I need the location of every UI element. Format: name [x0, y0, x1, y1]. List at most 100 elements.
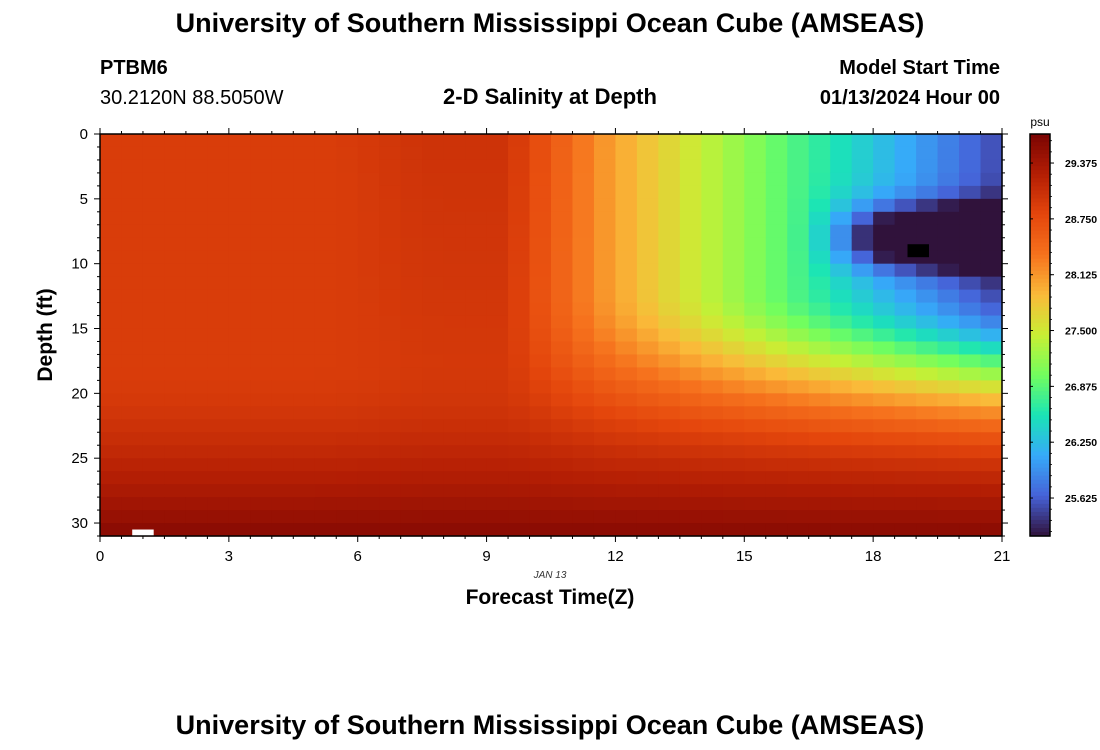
- heatmap-cell: [486, 224, 509, 239]
- heatmap-cell: [916, 380, 939, 394]
- colorbar-segment: [1030, 170, 1050, 175]
- heatmap-cell: [443, 198, 466, 213]
- heatmap-cell: [701, 172, 724, 187]
- heatmap-cell: [486, 172, 509, 187]
- heatmap-cell: [164, 263, 187, 278]
- heatmap-cell: [593, 302, 617, 317]
- heatmap-cell: [572, 497, 595, 511]
- heatmap-cell: [121, 198, 144, 213]
- heatmap-cell: [422, 185, 445, 200]
- heatmap-cell: [250, 211, 273, 226]
- heatmap-cell: [808, 289, 831, 304]
- heatmap-cell: [207, 134, 230, 148]
- heatmap-cell: [679, 406, 702, 420]
- heatmap-cell: [959, 354, 982, 369]
- heatmap-cell: [250, 146, 273, 161]
- heatmap-cell: [894, 185, 917, 200]
- heatmap-cell: [701, 510, 724, 524]
- heatmap-cell: [830, 471, 853, 485]
- heatmap-cell: [744, 159, 767, 174]
- heatmap-cell: [615, 328, 638, 343]
- heatmap-cell: [615, 146, 638, 161]
- heatmap-cell: [293, 458, 316, 472]
- heatmap-cell: [787, 159, 810, 174]
- heatmap-cell: [765, 354, 788, 369]
- colorbar-segment: [1030, 186, 1050, 191]
- heatmap-cell: [744, 458, 767, 472]
- heatmap-cell: [207, 380, 230, 394]
- heatmap-cell: [701, 419, 724, 433]
- heatmap-cell: [400, 419, 423, 433]
- heatmap-cell: [722, 393, 745, 407]
- heatmap-cell: [100, 380, 123, 394]
- heatmap-cell: [744, 484, 767, 498]
- heatmap-cell: [916, 458, 939, 472]
- heatmap-cell: [980, 445, 1003, 459]
- heatmap-cell: [314, 134, 337, 148]
- heatmap-cell: [572, 432, 595, 446]
- heatmap-cell: [271, 354, 294, 369]
- heatmap-cell: [937, 354, 960, 369]
- heatmap-cell: [937, 497, 960, 511]
- heatmap-cell: [765, 263, 788, 278]
- heatmap-cell: [508, 159, 531, 174]
- heatmap-cell: [508, 523, 531, 537]
- heatmap-cell: [615, 276, 638, 291]
- heatmap-cell: [679, 484, 702, 498]
- heatmap-cell: [508, 276, 531, 291]
- heatmap-cell: [357, 276, 380, 291]
- heatmap-cell: [636, 134, 659, 148]
- heatmap-cell: [808, 146, 831, 161]
- heatmap-cell: [293, 134, 316, 148]
- heatmap-cell: [314, 315, 337, 330]
- heatmap-cell: [185, 224, 208, 239]
- heatmap-cell: [615, 393, 638, 407]
- heatmap-cell: [722, 380, 745, 394]
- heatmap-cell: [916, 159, 939, 174]
- heatmap-cell: [100, 224, 123, 239]
- colorbar-segment: [1030, 351, 1050, 356]
- heatmap-cell: [207, 484, 230, 498]
- heatmap-cell: [636, 523, 659, 537]
- heatmap-cell: [636, 328, 659, 343]
- heatmap-cell: [808, 510, 831, 524]
- colorbar-segment: [1030, 439, 1050, 445]
- heatmap-cell: [400, 484, 423, 498]
- heatmap-cell: [486, 250, 509, 265]
- heatmap-cell: [357, 341, 380, 356]
- colorbar-segment: [1030, 355, 1050, 360]
- heatmap-cell: [486, 458, 509, 472]
- heatmap-cell: [873, 302, 896, 317]
- heatmap-cell: [722, 172, 745, 187]
- heatmap-cell: [894, 198, 917, 213]
- heatmap-cell: [787, 354, 810, 369]
- heatmap-cell: [593, 341, 617, 356]
- heatmap-cell: [636, 302, 659, 317]
- heatmap-cell: [722, 134, 745, 148]
- heatmap-cell: [701, 445, 724, 459]
- heatmap-cell: [572, 172, 595, 187]
- model-start-value: 01/13/2024 Hour 00: [819, 87, 1000, 109]
- heatmap-cell: [980, 458, 1003, 472]
- heatmap-cell: [228, 237, 251, 252]
- heatmap-cell: [787, 367, 810, 381]
- heatmap-cell: [830, 172, 853, 187]
- heatmap-cell: [400, 159, 423, 174]
- heatmap-cell: [164, 510, 187, 524]
- heatmap-cell: [379, 445, 402, 459]
- heatmap-cell: [572, 419, 595, 433]
- heatmap-cell: [529, 380, 552, 394]
- heatmap-cell: [100, 263, 123, 278]
- heatmap-cell: [121, 146, 144, 161]
- heatmap-cell: [400, 237, 423, 252]
- heatmap-cell: [100, 523, 123, 537]
- heatmap-cell: [486, 211, 509, 226]
- heatmap-cell: [937, 289, 960, 304]
- heatmap-cell: [873, 406, 896, 420]
- heatmap-cell: [400, 263, 423, 278]
- heatmap-cell: [400, 146, 423, 161]
- heatmap-cell: [271, 134, 294, 148]
- heatmap-cell: [851, 198, 874, 213]
- heatmap-cell: [250, 302, 273, 317]
- colorbar-segment: [1030, 459, 1050, 465]
